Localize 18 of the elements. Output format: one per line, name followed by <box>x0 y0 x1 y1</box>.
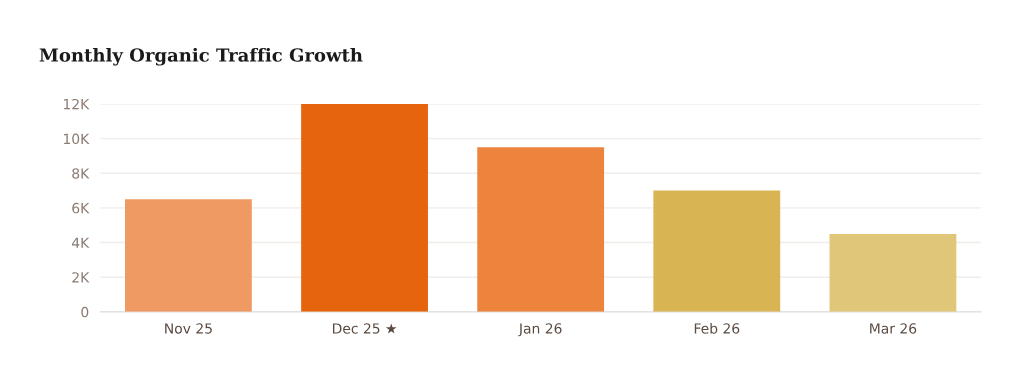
y-tick-label: 2K <box>72 272 90 283</box>
bar <box>829 233 957 312</box>
y-tick-label: 8K <box>72 168 90 179</box>
x-tick-label: Feb 26 <box>694 322 740 334</box>
bar <box>125 199 252 312</box>
y-tick-label: 10K <box>63 133 90 145</box>
bar <box>653 190 781 312</box>
y-tick-label: 0 <box>81 306 89 318</box>
bar <box>301 103 428 312</box>
y-tick-label: 4K <box>71 237 90 248</box>
x-tick-label: Mar 26 <box>870 323 917 334</box>
x-tick-label: Jan 26 <box>518 323 562 337</box>
x-tick-label: Dec 25 ★ <box>332 323 397 334</box>
bar <box>477 147 605 312</box>
y-tick-label: 12K <box>63 98 90 110</box>
x-tick-label: Nov 25 <box>165 323 212 334</box>
y-tick-label: 6K <box>72 202 90 214</box>
chart-title: Monthly Organic Traffic Growth <box>39 47 363 66</box>
